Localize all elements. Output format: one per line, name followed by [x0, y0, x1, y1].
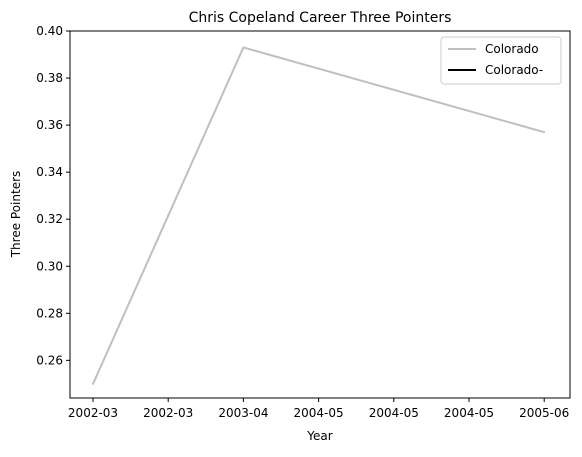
data-point — [543, 131, 546, 134]
y-tick-label: 0.26 — [36, 353, 63, 367]
series-layer — [92, 46, 546, 385]
x-tick-label: 2002-03 — [68, 406, 118, 420]
x-axis-label: Year — [306, 429, 332, 443]
x-tick-label: 2004-05 — [369, 406, 419, 420]
y-axis-ticks: 0.26 0.28 0.30 0.32 0.34 0.36 0.38 0.40 — [36, 24, 70, 367]
chart-title: Chris Copeland Career Three Pointers — [189, 10, 452, 26]
y-tick-label: 0.28 — [36, 306, 63, 320]
x-tick-label: 2004-05 — [444, 406, 494, 420]
y-tick-label: 0.38 — [36, 71, 63, 85]
y-tick-label: 0.30 — [36, 259, 63, 273]
y-axis-label: Three Pointers — [9, 171, 23, 259]
y-tick-label: 0.36 — [36, 118, 63, 132]
x-axis-ticks: 2002-03 2002-03 2003-04 2004-05 2004-05 2004-… — [68, 398, 569, 420]
x-tick-label: 2002-03 — [143, 406, 193, 420]
data-point — [242, 46, 245, 49]
data-point — [92, 382, 94, 385]
legend: Colorado Colorado- — [440, 36, 562, 85]
x-tick-label: 2005-06 — [519, 406, 569, 420]
series-line-0 — [92, 46, 545, 385]
legend-label-0: Colorado — [485, 42, 539, 56]
plot-area-frame — [69, 30, 571, 399]
legend-label-1: Colorado- — [485, 63, 543, 77]
y-tick-label: 0.34 — [36, 165, 63, 179]
x-tick-label: 2004-05 — [294, 406, 344, 420]
x-tick-label: 2003-04 — [218, 406, 268, 420]
y-tick-label: 0.32 — [36, 212, 63, 226]
y-tick-label: 0.40 — [36, 24, 63, 38]
